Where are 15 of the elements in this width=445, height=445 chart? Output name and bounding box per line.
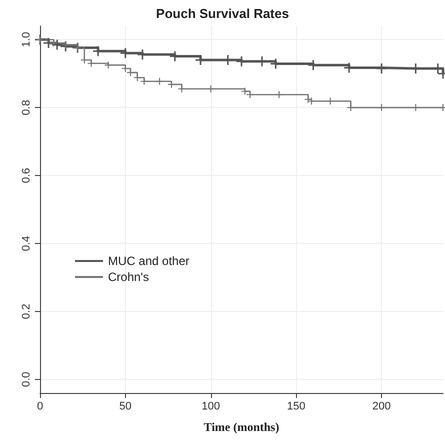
- x-tick-label: 0: [36, 400, 44, 412]
- x-tick-label: 100: [202, 400, 220, 412]
- y-tick-label: 0.6: [20, 168, 32, 184]
- y-tick-label: 0.2: [20, 304, 32, 320]
- x-tick-label: 50: [119, 400, 132, 412]
- x-tick-label: 200: [372, 400, 391, 412]
- y-tick-label: 0.4: [20, 236, 32, 252]
- y-tick-label: 1.0: [20, 32, 32, 48]
- chart-title: Pouch Survival Rates: [156, 6, 289, 21]
- y-tick-label: 0.8: [20, 100, 32, 116]
- legend-label: Crohn's: [108, 270, 149, 284]
- y-tick-label: 0.0: [20, 372, 32, 388]
- legend-label: MUC and other: [108, 254, 190, 268]
- x-axis-title: Time (months): [204, 420, 280, 434]
- x-tick-label: 150: [286, 400, 306, 412]
